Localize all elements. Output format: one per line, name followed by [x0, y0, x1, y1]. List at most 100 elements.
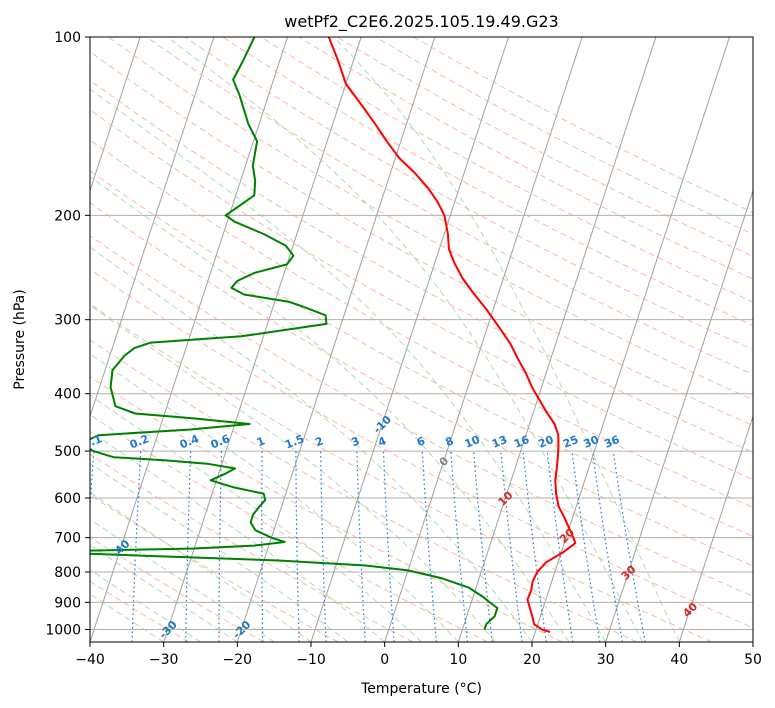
dry-adiabat-line: [146, 37, 753, 376]
dry-adiabat-line: [260, 37, 753, 303]
mixing-ratio-line: [450, 451, 469, 642]
isotherm-line: [90, 37, 215, 418]
mixing-ratio-line: [382, 451, 395, 642]
mixing-ratio-line: [522, 451, 547, 642]
mixing-ratio-label: 10: [463, 433, 482, 451]
x-tick-label: 40: [670, 652, 688, 668]
isotherm-label: -20: [230, 618, 253, 641]
x-axis-label: Temperature (°C): [360, 681, 482, 697]
mixing-ratio-line: [612, 451, 646, 642]
isotherm-line: [531, 37, 730, 642]
moist-adiabat-line: [166, 37, 643, 642]
mixing-ratio-label: 4: [376, 434, 388, 449]
isotherm-label: -10: [371, 413, 394, 436]
isotherm-line: [163, 37, 362, 642]
dry-adiabat-line: [90, 268, 753, 629]
moist-adiabat-line: [90, 518, 275, 642]
mixing-ratio-line: [295, 451, 300, 642]
moist-adiabat-line: [90, 353, 459, 642]
mixing-ratio-label: 2: [313, 434, 325, 449]
x-tick-label: −30: [149, 652, 179, 668]
mixing-ratio-line: [571, 451, 601, 642]
y-tick-label: 600: [54, 491, 81, 507]
isotherm-line: [236, 37, 436, 642]
moist-adiabat-line: [90, 88, 607, 642]
dry-adiabat-line: [375, 37, 753, 235]
dry-adiabat-line: [90, 235, 753, 597]
x-tick-label: −40: [75, 652, 105, 668]
dry-adiabat-line: [90, 339, 638, 642]
dry-adiabat-line: [90, 50, 753, 427]
mixing-ratio-line: [421, 451, 437, 642]
mixing-ratio-line: [473, 451, 493, 642]
y-axis-label: Pressure (hPa): [12, 289, 28, 389]
mixing-ratio-label: 20: [536, 433, 555, 451]
mixing-ratio-label: 25: [561, 433, 580, 451]
y-tick-label: 700: [54, 531, 81, 547]
isotherm-label: -30: [157, 618, 180, 641]
dry-adiabat-line: [90, 453, 414, 642]
temperature-profile-line: [327, 37, 577, 633]
x-tick-label: 10: [449, 652, 467, 668]
dry-adiabat-line: [90, 79, 753, 453]
mixing-ratio-line: [591, 451, 623, 642]
dry-adiabat-line: [90, 375, 563, 642]
moist-adiabat-line: [333, 37, 680, 642]
dry-adiabat-line: [90, 580, 190, 642]
y-tick-label: 200: [54, 208, 81, 224]
mixing-ratio-label: 30: [582, 433, 601, 451]
dry-adiabat-line: [90, 202, 753, 567]
moist-adiabat-line: [90, 175, 570, 642]
dry-adiabat-line: [90, 414, 488, 642]
mixing-ratio-label: 1.5: [283, 432, 306, 451]
y-tick-label: 300: [54, 313, 81, 329]
isotherm-line: [90, 37, 141, 193]
isotherm-line: [752, 640, 753, 642]
isotherm-label: 0: [437, 454, 452, 469]
mixing-ratio-label: 1: [255, 434, 267, 449]
x-tick-label: −20: [223, 652, 253, 668]
isotherm-label: 10: [496, 488, 516, 508]
y-tick-label: 500: [54, 444, 81, 460]
mixing-ratio-label: 6: [415, 434, 427, 449]
mixing-ratio-line: [356, 451, 366, 642]
isotherm-line: [0, 37, 67, 642]
mixing-ratio-line: [185, 451, 192, 642]
dewpoint-profile-line: [90, 37, 499, 630]
mixing-ratio-label: 8: [444, 434, 456, 449]
y-tick-label: 1000: [45, 622, 81, 638]
isotherm-line: [605, 189, 753, 642]
x-tick-label: 30: [597, 652, 615, 668]
x-tick-label: 50: [744, 652, 762, 668]
mixing-ratio-line: [546, 451, 574, 642]
mixing-ratio-line: [500, 451, 523, 642]
mixing-ratio-line: [261, 451, 264, 642]
moist-adiabat-line: [90, 462, 349, 642]
dry-adiabat-line: [90, 536, 264, 642]
moist-adiabat-line: [90, 304, 496, 642]
dry-adiabat-line: [90, 109, 753, 481]
moist-adiabat-line: [90, 430, 386, 642]
isotherm-label: -40: [109, 537, 132, 560]
moist-adiabat-line: [90, 394, 422, 642]
x-tick-label: −10: [296, 652, 326, 668]
isotherm-line: [678, 414, 753, 642]
mixing-ratio-line: [320, 451, 327, 642]
data-lines: [90, 37, 577, 633]
plot-frame: [89, 36, 754, 643]
mixing-ratio-label: 3: [350, 434, 362, 449]
mixing-ratio-line: [131, 451, 142, 642]
isotherm-label: 30: [619, 563, 639, 583]
axes: −40 −30 −20 −10 0 10 20 30 40 5010020030040050060…: [45, 30, 762, 668]
dry-adiabat-line: [184, 37, 753, 351]
moist-adiabat-line: [90, 491, 312, 642]
mixing-ratio-label: 16: [512, 433, 531, 451]
background-lines: [0, 37, 753, 642]
y-tick-label: 800: [54, 565, 81, 581]
dry-adiabat-line: [222, 37, 753, 327]
x-tick-label: 0: [380, 652, 389, 668]
isotherm-line: [384, 37, 583, 642]
mixing-ratio-line: [218, 451, 223, 642]
